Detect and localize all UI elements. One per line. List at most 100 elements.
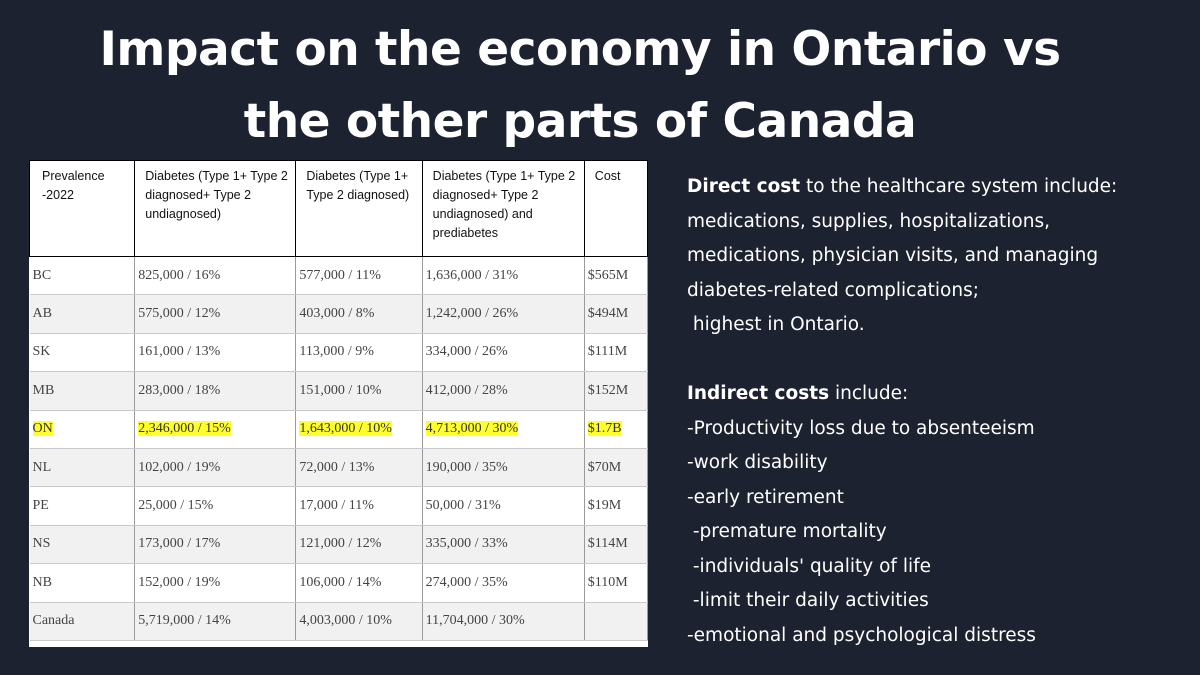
cost-cell-text: $152M bbox=[587, 382, 629, 398]
cost-cell: $494M bbox=[584, 294, 649, 334]
diabetes-prediabetes-cell: 11,704,000 / 30% bbox=[422, 602, 585, 641]
header-diabetes-undiagnosed: Diabetes (Type 1+ Type 2 diagnosed+ Type… bbox=[134, 160, 297, 257]
diabetes-prediabetes-cell: 412,000 / 28% bbox=[422, 371, 585, 411]
diabetes-prediabetes-cell-text: 11,704,000 / 30% bbox=[425, 613, 525, 629]
cost-cell-text: $494M bbox=[587, 306, 629, 322]
diabetes-prediabetes-cell-text: 335,000 / 33% bbox=[425, 536, 508, 552]
diabetes-undiagnosed-cell-text: 825,000 / 16% bbox=[138, 267, 221, 283]
cost-cell-text: $110M bbox=[587, 574, 628, 590]
diabetes-prediabetes-cell-text: 50,000 / 31% bbox=[425, 498, 501, 514]
region-cell: ON bbox=[29, 410, 136, 449]
diabetes-diagnosed-cell: 403,000 / 8% bbox=[295, 294, 423, 334]
region-cell: NS bbox=[29, 525, 136, 565]
diabetes-diagnosed-cell: 113,000 / 9% bbox=[295, 333, 423, 373]
region-cell: BC bbox=[29, 256, 136, 296]
direct-cost-line: highest in Ontario. bbox=[687, 314, 865, 335]
region-cell-text: PE bbox=[32, 498, 49, 514]
direct-cost-heading: Direct cost to the healthcare system inc… bbox=[687, 170, 1167, 205]
diabetes-diagnosed-cell-text: 106,000 / 14% bbox=[299, 574, 382, 590]
cost-cell-text: $114M bbox=[587, 536, 628, 552]
region-cell-text: NB bbox=[32, 574, 52, 590]
diabetes-undiagnosed-cell: 575,000 / 12% bbox=[134, 294, 297, 334]
diabetes-prediabetes-cell-text: 412,000 / 28% bbox=[425, 382, 508, 398]
cost-cell: $1.7B bbox=[584, 410, 649, 449]
diabetes-diagnosed-cell-text: 1,643,000 / 10% bbox=[299, 421, 392, 437]
region-cell: SK bbox=[29, 333, 136, 373]
region-cell-text: NL bbox=[32, 459, 52, 475]
direct-cost-heading-rest: to the healthcare system include: bbox=[800, 176, 1118, 197]
direct-cost-line: medications, physician visits, and manag… bbox=[687, 245, 1099, 266]
diabetes-undiagnosed-cell: 152,000 / 19% bbox=[134, 563, 297, 603]
diabetes-diagnosed-cell-text: 4,003,000 / 10% bbox=[299, 613, 392, 629]
diabetes-undiagnosed-cell: 25,000 / 15% bbox=[134, 486, 297, 526]
region-cell: NL bbox=[29, 448, 136, 488]
diabetes-diagnosed-cell-text: 72,000 / 13% bbox=[299, 459, 375, 475]
diabetes-prediabetes-cell-text: 274,000 / 35% bbox=[425, 574, 508, 590]
header-diabetes-diagnosed: Diabetes (Type 1+ Type 2 diagnosed) bbox=[295, 160, 423, 257]
diabetes-undiagnosed-cell: 161,000 / 13% bbox=[134, 333, 297, 373]
diabetes-diagnosed-cell-text: 17,000 / 11% bbox=[299, 498, 374, 514]
diabetes-prediabetes-cell-text: 190,000 / 35% bbox=[425, 459, 508, 475]
region-cell: AB bbox=[29, 294, 136, 334]
cost-cell-text: $1.7B bbox=[587, 421, 622, 437]
diabetes-prediabetes-cell: 4,713,000 / 30% bbox=[422, 410, 585, 449]
diabetes-diagnosed-cell: 577,000 / 11% bbox=[295, 256, 423, 296]
cost-cell: $70M bbox=[584, 448, 649, 488]
region-cell-text: BC bbox=[32, 267, 52, 283]
indirect-cost-label: Indirect costs bbox=[687, 383, 830, 404]
diabetes-diagnosed-cell-text: 577,000 / 11% bbox=[299, 267, 381, 283]
diabetes-prediabetes-cell: 1,636,000 / 31% bbox=[422, 256, 585, 296]
table-row: NS 173,000 / 17% 121,000 / 12% 335,000 / 33… bbox=[29, 525, 649, 565]
region-cell-text: MB bbox=[32, 382, 55, 398]
indirect-cost-item: -limit their daily activities bbox=[687, 590, 929, 611]
indirect-cost-item: -individuals' quality of life bbox=[687, 555, 931, 577]
diabetes-diagnosed-cell: 121,000 / 12% bbox=[295, 525, 423, 565]
cost-cell: $114M bbox=[584, 525, 649, 565]
diabetes-undiagnosed-cell-text: 575,000 / 12% bbox=[138, 306, 221, 322]
diabetes-prediabetes-cell: 50,000 / 31% bbox=[422, 486, 585, 526]
cost-cell: $152M bbox=[584, 371, 649, 411]
table-row: AB 575,000 / 12% 403,000 / 8% 1,242,000 / 2… bbox=[29, 294, 649, 334]
diabetes-undiagnosed-cell: 2,346,000 / 15% bbox=[134, 410, 297, 449]
cost-cell: $19M bbox=[584, 486, 649, 526]
diabetes-prediabetes-cell: 274,000 / 35% bbox=[422, 563, 585, 603]
diabetes-prediabetes-cell: 1,242,000 / 26% bbox=[422, 294, 585, 334]
region-cell: MB bbox=[29, 371, 136, 411]
table-row: PE 25,000 / 15% 17,000 / 11% 50,000 / 31% $1… bbox=[29, 486, 649, 526]
title-line-1: Impact on the economy in Ontario vs bbox=[99, 22, 1061, 77]
indirect-cost-heading-rest: include: bbox=[829, 383, 909, 404]
diabetes-prediabetes-cell: 335,000 / 33% bbox=[422, 525, 585, 565]
direct-cost-line: diabetes-related complications; bbox=[687, 279, 979, 301]
table-body: BC 825,000 / 16% 577,000 / 11% 1,636,000 / … bbox=[29, 256, 649, 641]
diabetes-diagnosed-cell: 72,000 / 13% bbox=[295, 448, 423, 488]
diabetes-undiagnosed-cell-text: 2,346,000 / 15% bbox=[138, 421, 231, 437]
table-header-row: Prevalence -2022 Diabetes (Type 1+ Type … bbox=[28, 160, 649, 257]
cost-cell-text: $565M bbox=[587, 267, 629, 283]
header-cost: Cost bbox=[583, 160, 649, 257]
diabetes-undiagnosed-cell: 102,000 / 19% bbox=[134, 448, 297, 488]
indirect-cost-item: -work disability bbox=[687, 452, 828, 473]
table-row: MB 283,000 / 18% 151,000 / 10% 412,000 / 28… bbox=[29, 371, 649, 411]
region-cell: PE bbox=[29, 486, 136, 526]
indirect-cost-item: -early retirement bbox=[687, 486, 844, 508]
diabetes-undiagnosed-cell-text: 5,719,000 / 14% bbox=[138, 613, 231, 629]
direct-cost-label: Direct cost bbox=[687, 176, 801, 197]
table-row: SK 161,000 / 13% 113,000 / 9% 334,000 / 26%… bbox=[29, 333, 649, 373]
region-cell-text: SK bbox=[32, 344, 51, 360]
table-row: ON 2,346,000 / 15% 1,643,000 / 10% 4,713,00… bbox=[29, 410, 649, 449]
cost-description: Direct cost to the healthcare system inc… bbox=[687, 170, 1167, 653]
cost-cell-text: $111M bbox=[587, 344, 628, 360]
cost-cell-text: $19M bbox=[587, 498, 622, 514]
table-row: NL 102,000 / 19% 72,000 / 13% 190,000 / 35%… bbox=[29, 448, 649, 488]
diabetes-diagnosed-cell-text: 113,000 / 9% bbox=[299, 344, 374, 360]
indirect-cost-heading: Indirect costs include: bbox=[687, 377, 1167, 412]
diabetes-prediabetes-cell-text: 334,000 / 26% bbox=[425, 344, 508, 360]
diabetes-undiagnosed-cell: 173,000 / 17% bbox=[134, 525, 297, 565]
diabetes-diagnosed-cell: 1,643,000 / 10% bbox=[295, 410, 423, 449]
table-row: Canada 5,719,000 / 14% 4,003,000 / 10% 11,7… bbox=[29, 602, 649, 641]
diabetes-undiagnosed-cell-text: 102,000 / 19% bbox=[138, 459, 221, 475]
diabetes-prediabetes-cell-text: 4,713,000 / 30% bbox=[425, 421, 519, 437]
region-cell-text: AB bbox=[32, 306, 52, 322]
diabetes-diagnosed-cell: 106,000 / 14% bbox=[295, 563, 423, 603]
diabetes-diagnosed-cell-text: 403,000 / 8% bbox=[299, 306, 375, 322]
